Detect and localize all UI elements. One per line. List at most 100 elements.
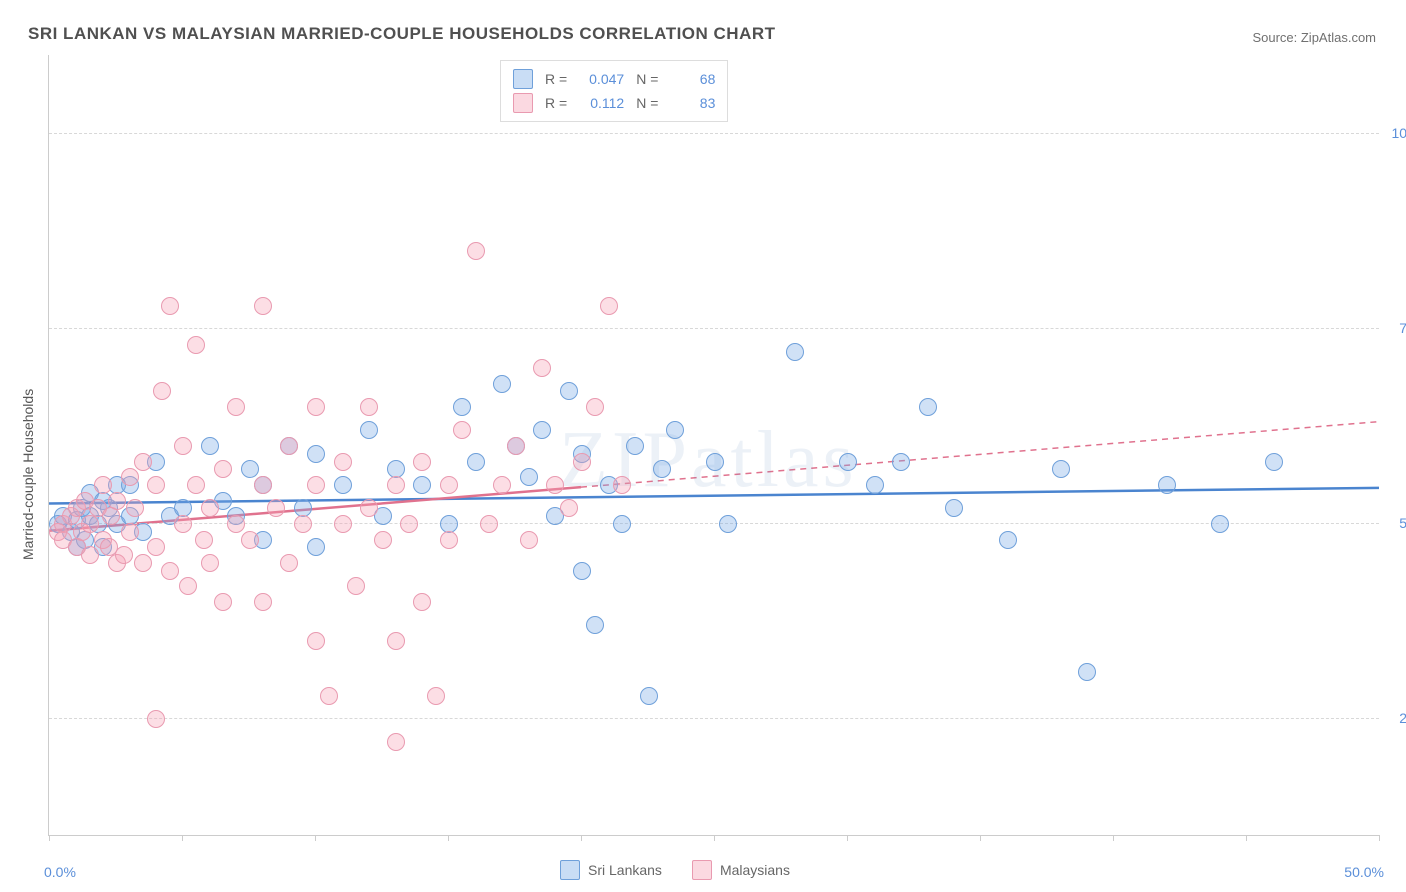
x-tick-mark [49,835,50,841]
data-point [586,398,604,416]
gridline [49,328,1379,329]
legend-swatch [560,860,580,880]
data-point [374,531,392,549]
data-point [201,554,219,572]
x-tick-mark [714,835,715,841]
series-legend: Sri Lankans Malaysians [560,860,790,880]
data-point [347,577,365,595]
data-point [320,687,338,705]
data-point [387,733,405,751]
legend-label: Sri Lankans [588,862,662,878]
stats-legend: R = 0.047 N = 68 R = 0.112 N = 83 [500,60,728,122]
data-point [493,476,511,494]
chart-container: SRI LANKAN VS MALAYSIAN MARRIED-COUPLE H… [0,0,1406,892]
x-tick-mark [1113,835,1114,841]
n-value: 68 [670,71,715,87]
data-point [613,476,631,494]
data-point [839,453,857,471]
data-point [81,546,99,564]
gridline [49,718,1379,719]
data-point [1158,476,1176,494]
data-point [126,499,144,517]
data-point [560,382,578,400]
data-point [307,445,325,463]
data-point [1078,663,1096,681]
data-point [600,297,618,315]
data-point [999,531,1017,549]
data-point [786,343,804,361]
y-tick-label: 100.0% [1392,125,1406,141]
data-point [254,476,272,494]
legend-item: Sri Lankans [560,860,662,880]
data-point [147,538,165,556]
data-point [919,398,937,416]
data-point [280,554,298,572]
data-point [201,437,219,455]
legend-swatch [692,860,712,880]
y-tick-label: 50.0% [1399,515,1406,531]
data-point [866,476,884,494]
data-point [187,476,205,494]
chart-title: SRI LANKAN VS MALAYSIAN MARRIED-COUPLE H… [28,24,776,44]
data-point [108,492,126,510]
data-point [1265,453,1283,471]
data-point [360,499,378,517]
data-point [653,460,671,478]
stats-legend-row: R = 0.112 N = 83 [513,91,715,115]
data-point [307,398,325,416]
legend-swatch [513,69,533,89]
data-point [227,398,245,416]
r-value: 0.047 [579,71,624,87]
data-point [121,523,139,541]
data-point [179,577,197,595]
y-axis-label: Married-couple Households [20,389,36,560]
data-point [440,531,458,549]
data-point [161,562,179,580]
data-point [294,515,312,533]
data-point [520,531,538,549]
data-point [153,382,171,400]
x-tick-mark [847,835,848,841]
source-attribution: Source: ZipAtlas.com [1252,30,1376,45]
data-point [400,515,418,533]
x-axis-min-label: 0.0% [44,864,76,880]
x-tick-mark [581,835,582,841]
r-label: R = [545,95,567,111]
data-point [334,453,352,471]
data-point [334,476,352,494]
data-point [174,437,192,455]
data-point [533,359,551,377]
data-point [945,499,963,517]
n-label: N = [636,71,658,87]
data-point [121,468,139,486]
data-point [520,468,538,486]
data-point [187,336,205,354]
data-point [195,531,213,549]
r-value: 0.112 [579,95,624,111]
data-point [480,515,498,533]
y-tick-label: 25.0% [1399,710,1406,726]
data-point [533,421,551,439]
data-point [81,515,99,533]
data-point [267,499,285,517]
data-point [254,593,272,611]
data-point [573,562,591,580]
data-point [387,476,405,494]
data-point [102,507,120,525]
n-value: 83 [670,95,715,111]
legend-swatch [513,93,533,113]
data-point [467,453,485,471]
legend-label: Malaysians [720,862,790,878]
data-point [134,453,152,471]
x-tick-mark [182,835,183,841]
data-point [493,375,511,393]
data-point [334,515,352,533]
data-point [94,476,112,494]
data-point [413,453,431,471]
x-tick-mark [315,835,316,841]
data-point [307,476,325,494]
data-point [413,476,431,494]
data-point [214,460,232,478]
data-point [227,515,245,533]
data-point [613,515,631,533]
